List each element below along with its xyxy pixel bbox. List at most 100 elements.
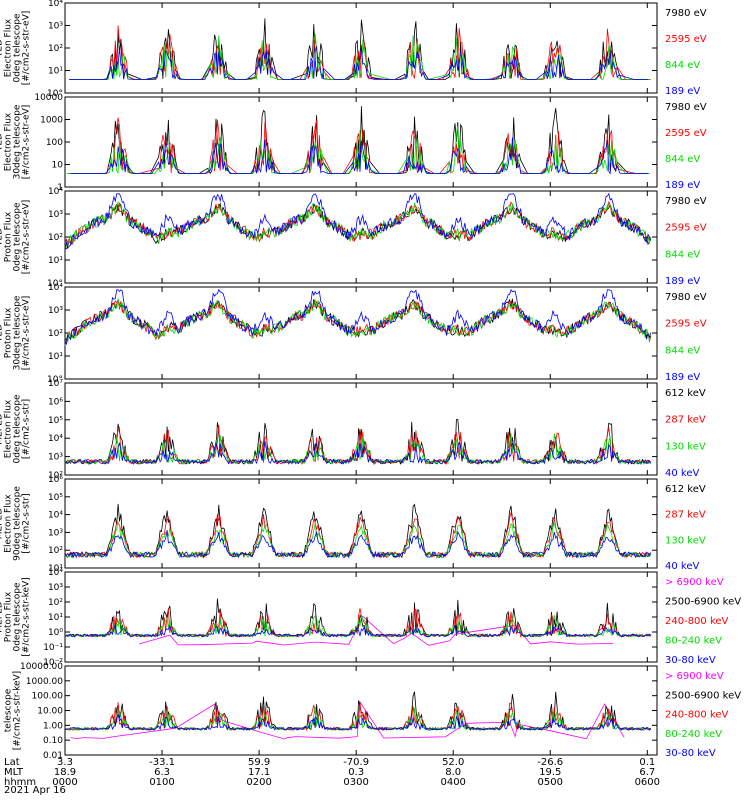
- series-4-trace: [69, 46, 648, 80]
- panel-7: 10⁻² 10⁻¹ 10⁰ 10¹ 10² 10³ 10⁴ MEPEDProton Flux0…: [0, 568, 741, 668]
- y-tick-label: 10³: [48, 453, 63, 463]
- series-1-trace: [64, 298, 652, 341]
- y-tick-label: 10¹: [48, 613, 63, 623]
- y-tick-label: 100: [46, 138, 63, 148]
- series-4-trace: [64, 288, 651, 345]
- panel-4: 10° 10¹ 10² 10³ 10⁴ TEDProton Flux30deg teles…: [0, 283, 707, 385]
- y-tick-label: 10²: [48, 471, 63, 481]
- legend-entry: 189 eV: [665, 276, 700, 287]
- y-tick-label: 10⁵: [48, 493, 63, 503]
- y-tick-label: 10⁷: [48, 379, 63, 389]
- x-tick-label: 0200: [246, 777, 271, 788]
- legend-entry: 844 eV: [665, 154, 700, 165]
- x-tick-label: 6.7: [639, 767, 655, 778]
- y-tick-label: 10⁴: [48, 0, 63, 9]
- y-tick-label: 0.10: [43, 736, 63, 746]
- y-tick-label: 10°: [47, 89, 63, 99]
- x-tick-label: 52.0: [442, 757, 464, 768]
- y-tick-label: 10: [52, 161, 64, 171]
- y-tick-label: 10²: [48, 44, 63, 54]
- legend-entry: 2595 eV: [665, 223, 707, 234]
- panel-frame: [64, 382, 658, 476]
- legend-entry: 130 keV: [665, 535, 706, 546]
- y-tick-label: 10¹: [48, 564, 63, 574]
- panel-6: 10¹ 10² 10³ 10⁴ 10⁵ 10⁶ MEPEDElectron Flux90de…: [0, 475, 706, 574]
- y-tick-label: 10²: [48, 546, 63, 556]
- x-tick-label: 3.3: [57, 757, 73, 768]
- y-tick-label: 10³: [48, 306, 63, 316]
- series-1-trace: [70, 700, 625, 740]
- x-tick-label: 0000: [52, 777, 77, 788]
- series-3-trace: [64, 201, 652, 248]
- y-tick-label: 1000.00: [26, 677, 63, 687]
- x-row-label: hhmm: [4, 777, 36, 788]
- legend-entry: 844 eV: [665, 249, 700, 260]
- legend-entry: 844 eV: [665, 60, 700, 71]
- legend-entry: 80-240 keV: [665, 636, 722, 647]
- x-tick-label: 59.9: [248, 757, 270, 768]
- x-tick-label: 8.0: [445, 767, 461, 778]
- x-tick-label: 6.3: [154, 767, 170, 778]
- series-2-trace: [67, 117, 647, 174]
- legend-entry: 240-800 keV: [665, 710, 729, 721]
- series-1-trace: [69, 18, 650, 80]
- y-tick-label: 10⁶: [48, 397, 63, 407]
- legend-entry: 189 eV: [665, 180, 700, 191]
- panel-8: 0.01 0.10 1.00 10.00 100.00 1000.00 10000.00te…: [4, 662, 742, 761]
- y-tick-label: 10³: [48, 583, 63, 593]
- x-tick-label: 0300: [343, 777, 368, 788]
- panel-3: 10° 10¹ 10² 10³ 10⁴ TEDProton Flux0deg telesc…: [0, 187, 707, 289]
- y-axis-label: MEPEDElectron Flux90deg telescope[#/cm2-…: [0, 486, 32, 561]
- y-tick-label: 10000.00: [20, 662, 63, 672]
- x-row-label: Lat: [4, 757, 20, 768]
- legend-entry: 2595 eV: [665, 34, 707, 45]
- series-1-trace: [64, 202, 652, 250]
- legend-entry: 844 eV: [665, 345, 700, 356]
- legend-entry: > 6900 keV: [665, 671, 724, 682]
- x-tick-label: -26.6: [537, 757, 563, 768]
- y-tick-label: 10⁵: [48, 416, 63, 426]
- series-2-trace: [64, 691, 652, 731]
- y-tick-label: 10⁰: [48, 628, 63, 638]
- x-tick-label: 0.3: [348, 767, 364, 778]
- series-3-trace: [66, 125, 650, 174]
- x-tick-label: 0400: [440, 777, 465, 788]
- x-row-label: MLT: [4, 767, 24, 778]
- legend-entry: 189 eV: [665, 372, 700, 383]
- y-tick-label: 1: [57, 183, 63, 193]
- series-4-trace: [64, 707, 651, 731]
- legend-entry: 7980 eV: [665, 8, 707, 19]
- legend-entry: 2500-6900 keV: [665, 690, 741, 701]
- y-axis-label: MEPEDProton Flux0deg telescope[#/cm2-s-s…: [0, 577, 32, 656]
- y-tick-label: 1000: [40, 116, 63, 126]
- legend-entry: 612 keV: [665, 388, 706, 399]
- series-4-trace: [64, 192, 652, 251]
- series-1-trace: [64, 503, 651, 559]
- panel-1: 10° 10¹ 10² 10³ 10⁴ TEDElectron Flux0deg tele…: [0, 0, 707, 99]
- legend-entry: 7980 eV: [665, 102, 707, 113]
- y-tick-label: 1.00: [43, 721, 63, 731]
- y-tick-label: 10¹: [48, 67, 63, 77]
- legend-entry: 240-800 keV: [665, 616, 729, 627]
- series-2-trace: [64, 298, 652, 343]
- series-5-trace: [64, 713, 651, 731]
- legend-entry: 2500-6900 keV: [665, 597, 741, 608]
- y-tick-label: 10⁴: [48, 434, 63, 444]
- y-tick-label: 10³: [48, 210, 63, 220]
- y-tick-label: 10.00: [37, 707, 63, 717]
- y-tick-label: 10³: [48, 528, 63, 538]
- y-axis-label: TEDElectron Flux30deg telescope[#/cm2-s-…: [0, 104, 32, 179]
- y-tick-label: 10³: [48, 22, 63, 32]
- x-tick-label: 0100: [149, 777, 174, 788]
- x-tick-label: 0500: [538, 777, 563, 788]
- y-tick-label: 10⁴: [48, 511, 63, 521]
- y-tick-label: 100.00: [32, 692, 64, 702]
- legend-entry: 40 keV: [665, 561, 699, 572]
- x-tick-label: 0600: [635, 777, 660, 788]
- y-axis-label: TEDProton Flux30deg telescope[#/cm2-s-st…: [0, 295, 32, 370]
- series-4-trace: [64, 530, 652, 559]
- y-tick-label: 10⁻²: [43, 658, 63, 668]
- series-3-trace: [64, 298, 652, 346]
